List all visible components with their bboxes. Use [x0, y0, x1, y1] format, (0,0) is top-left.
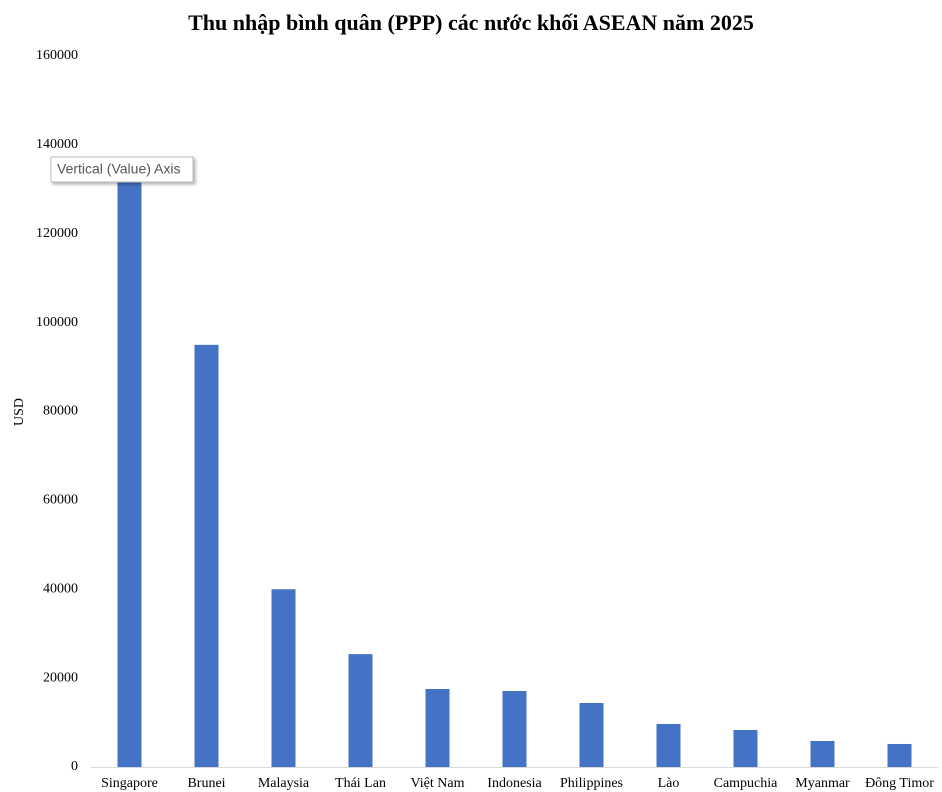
bar [425, 689, 450, 767]
tooltip: Vertical (Value) Axis [57, 161, 180, 177]
x-tick-label: Malaysia [258, 776, 310, 791]
bar [117, 167, 142, 767]
bar [348, 654, 373, 767]
x-tick-label: Singapore [101, 776, 158, 791]
y-tick-label: 20000 [43, 670, 78, 685]
x-tick-label: Campuchia [714, 776, 779, 791]
bars [117, 167, 912, 767]
x-tick-label: Indonesia [487, 776, 542, 791]
y-tick-label: 140000 [36, 137, 78, 152]
x-tick-label: Brunei [187, 776, 225, 791]
x-tick-label: Đông Timor [865, 776, 934, 791]
y-tick-label: 60000 [43, 493, 78, 508]
x-tick-label: Myanmar [795, 776, 850, 791]
bar [810, 741, 835, 767]
x-tick-label: Lào [658, 776, 680, 791]
y-tick-label: 40000 [43, 581, 78, 596]
tooltip-box [50, 156, 194, 183]
bar [194, 344, 219, 767]
bar [502, 691, 527, 767]
y-tick-label: 120000 [36, 226, 78, 241]
x-tick-label: Philippines [560, 776, 623, 791]
y-tick-label: 0 [71, 759, 78, 774]
chart-title: Thu nhập bình quân (PPP) các nước khối A… [188, 10, 754, 35]
bar [271, 589, 296, 767]
x-tick-label: Thái Lan [335, 776, 386, 791]
y-axis-label: USD [12, 398, 27, 426]
y-tick-label: 80000 [43, 404, 78, 419]
y-tick-label: 160000 [36, 48, 78, 63]
bar [579, 703, 604, 767]
bar [887, 743, 912, 767]
y-tick-label: 100000 [36, 315, 78, 330]
bar [733, 729, 758, 767]
x-tick-label: Việt Nam [411, 776, 465, 791]
bar [656, 723, 681, 767]
